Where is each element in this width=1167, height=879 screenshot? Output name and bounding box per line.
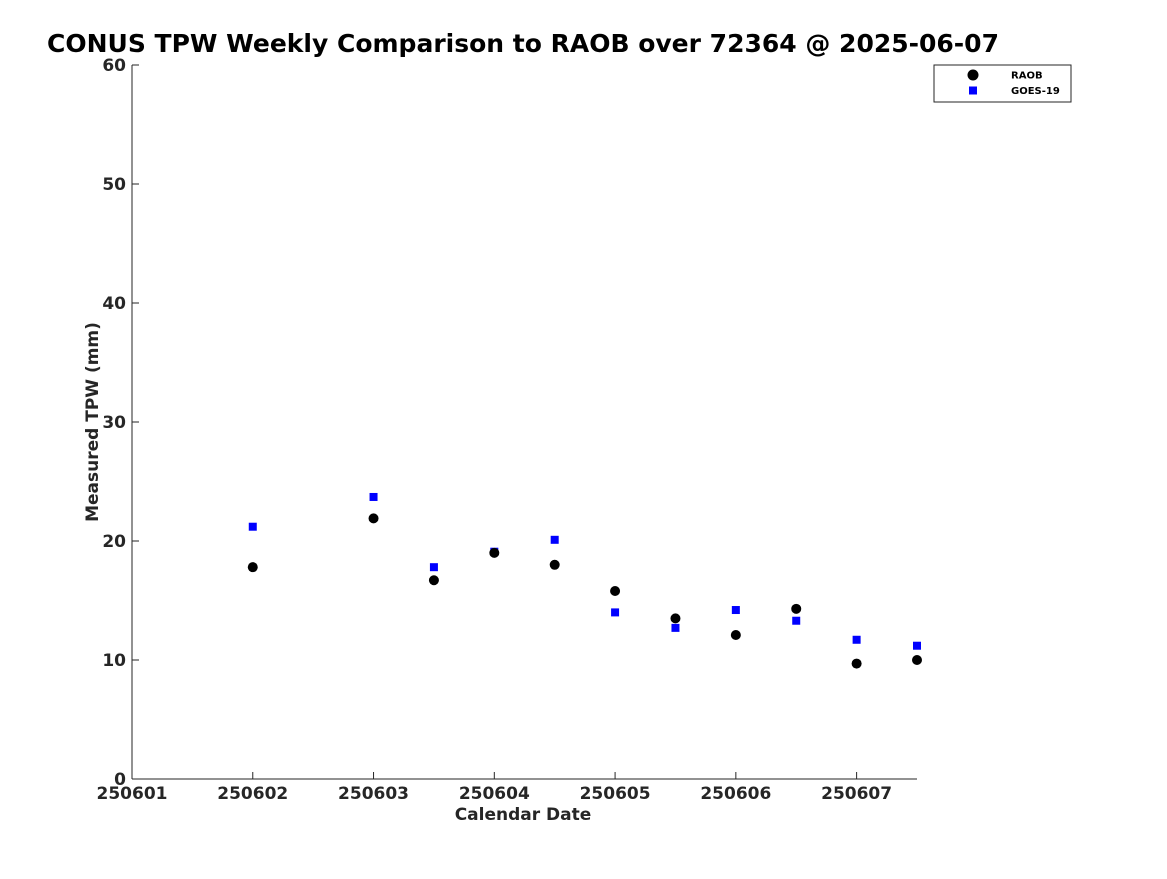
- x-axis-label: Calendar Date: [455, 805, 592, 825]
- y-tick-label: 40: [102, 294, 126, 314]
- chart-title: CONUS TPW Weekly Comparison to RAOB over…: [47, 29, 999, 58]
- raob-point: [912, 655, 922, 665]
- x-tick-label: 250602: [217, 784, 288, 804]
- goes-19-point: [913, 641, 921, 650]
- raob-point: [368, 513, 379, 524]
- data-points: [247, 492, 922, 669]
- raob-point: [670, 613, 681, 624]
- y-ticks: 0 10 20 30 40 50 60: [102, 56, 139, 790]
- raob-point: [851, 658, 862, 669]
- raob-point: [791, 603, 802, 614]
- goes-19-point: [611, 608, 620, 617]
- y-tick-label: 50: [102, 175, 126, 195]
- raob-point: [549, 559, 560, 570]
- y-axis-label: Measured TPW (mm): [83, 322, 103, 522]
- x-tick-label: 250607: [821, 784, 892, 804]
- goes-19-point: [792, 616, 801, 625]
- y-tick-label: 20: [102, 532, 126, 552]
- x-tick-label: 250606: [700, 784, 771, 804]
- goes-19-point: [429, 563, 438, 572]
- x-tick-label: 250601: [97, 784, 168, 804]
- x-tick-label: 250605: [580, 784, 651, 804]
- goes-19-point: [671, 623, 680, 632]
- y-tick-label: 60: [102, 56, 126, 76]
- x-tick-label: 250603: [338, 784, 409, 804]
- goes-19-point: [248, 522, 257, 531]
- raob-point: [428, 575, 439, 586]
- y-tick-label: 10: [102, 651, 126, 671]
- y-tick-label: 0: [114, 770, 126, 790]
- goes-19-point: [731, 606, 740, 615]
- x-tick-label: 250604: [459, 784, 530, 804]
- x-ticks: 250601 250602 250603 250604 250605 250606 2506…: [97, 772, 892, 804]
- legend-marker-raob: [967, 69, 979, 81]
- raob-point: [610, 585, 621, 596]
- legend: RAOB GOES-19: [933, 64, 1072, 103]
- legend-label-raob: RAOB: [1011, 71, 1043, 82]
- goes-19-point: [369, 492, 378, 501]
- y-tick-label: 30: [102, 413, 126, 433]
- goes-19-point: [852, 635, 861, 644]
- legend-label-goes: GOES-19: [1011, 86, 1060, 97]
- axes: [131, 65, 917, 780]
- goes-19-point: [550, 535, 559, 544]
- raob-point: [489, 547, 500, 558]
- raob-point: [730, 630, 741, 641]
- legend-marker-goes: [969, 86, 977, 95]
- legend-box: [933, 64, 1072, 103]
- raob-point: [247, 562, 258, 573]
